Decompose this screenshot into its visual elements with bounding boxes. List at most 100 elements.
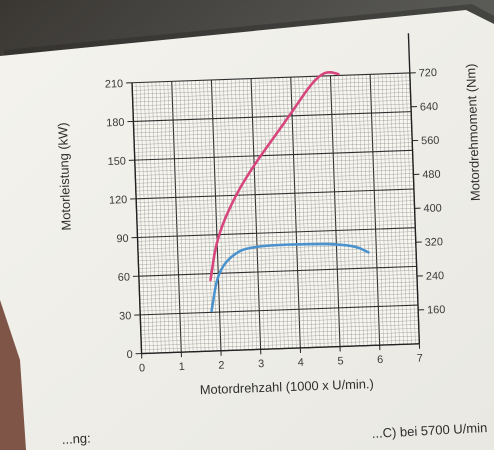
grid-line-minor: [138, 250, 417, 261]
grid-line-major: [136, 188, 414, 200]
grid-line-minor: [133, 123, 412, 134]
grid-line-minor: [141, 328, 419, 339]
grid-line-minor: [139, 285, 418, 296]
grid-line-minor: [133, 119, 412, 130]
grid-line-minor: [134, 138, 413, 149]
grid-line-minor: [132, 84, 411, 95]
footer-right-fragment: ...C) bei 5700 U/min: [371, 420, 487, 441]
right-tick-label: 640: [420, 101, 439, 114]
grid-line-minor: [134, 142, 413, 153]
x-axis-label: Motordrehzahl (1000 x U/min.): [200, 376, 375, 397]
left-tick-label: 180: [106, 117, 125, 130]
grid-line-minor: [139, 281, 418, 292]
left-tick-label: 30: [119, 310, 132, 322]
grid-line-minor: [140, 308, 419, 319]
grid-line-minor: [132, 99, 411, 111]
grid-line-minor: [132, 92, 411, 103]
x-axis-ticks: 0 1 2 3 4 5 6 7: [139, 343, 423, 375]
x-axis-line: [141, 343, 420, 355]
edge-wedge: [0, 300, 26, 450]
grid-line-minor: [133, 107, 412, 118]
left-axis-label: Motorleistung (kW): [55, 122, 74, 231]
grid-line-minor: [133, 115, 412, 126]
grid-line-minor: [138, 246, 416, 258]
grid-line-minor: [141, 339, 420, 350]
grid-line-minor: [141, 331, 419, 343]
grid-line-minor: [140, 316, 419, 327]
grid-line-minor: [140, 324, 419, 335]
x-tick-label: 6: [377, 354, 383, 366]
right-tick-label: 720: [419, 67, 438, 80]
grid-line-minor: [135, 173, 414, 184]
right-tick-label: 240: [426, 270, 445, 283]
grid-line-minor: [139, 277, 418, 288]
grid-line-minor: [135, 184, 414, 196]
grid-line-minor: [139, 289, 418, 300]
grid-line-minor: [137, 219, 415, 230]
grid-line-major: [138, 265, 417, 277]
grid-line-major: [133, 111, 412, 122]
grid-line-minor: [138, 262, 417, 273]
right-tick-label: 480: [422, 169, 441, 182]
right-tick-label: 560: [421, 135, 440, 148]
grid-line-minor: [138, 242, 416, 254]
grid-line-minor: [139, 297, 418, 308]
grid-line-minor: [136, 200, 415, 211]
grid-line-minor: [135, 161, 413, 172]
grid-line-minor: [137, 223, 416, 234]
grid-line-major: [132, 72, 410, 84]
grid-line-minor: [135, 169, 414, 180]
right-axis-label: Motordrehmoment (Nm): [463, 63, 483, 201]
power-series-line: [209, 71, 340, 282]
grid-line-minor: [135, 165, 414, 176]
grid-line-minor: [132, 95, 411, 107]
grid-line-minor: [134, 146, 413, 157]
chart-grid: [131, 33, 421, 355]
footer-left-fragment: ...ng:: [61, 431, 91, 447]
grid-line-minor: [139, 293, 418, 304]
right-tick-label: 320: [425, 236, 444, 249]
right-tick-label: 400: [423, 202, 442, 215]
grid-line-minor: [133, 126, 412, 138]
grid-line-minor: [133, 103, 411, 114]
x-tick-label: 4: [298, 357, 304, 369]
x-tick-label: 2: [218, 360, 224, 372]
chart-marks: [209, 71, 370, 313]
grid-line-minor: [136, 192, 415, 203]
grid-line-minor: [135, 157, 413, 169]
torque-series-line: [210, 242, 370, 313]
grid-line-major: [137, 227, 416, 239]
grid-line-minor: [137, 235, 416, 246]
grid-line-minor: [138, 254, 417, 265]
left-tick-label: 120: [109, 194, 128, 207]
grid-line-minor: [135, 181, 414, 192]
grid-line-major: [134, 149, 413, 161]
grid-line-minor: [132, 80, 411, 91]
grid-line-minor: [137, 231, 416, 242]
grid-line-minor: [135, 177, 414, 188]
grid-line-minor: [136, 204, 415, 215]
x-tick-label: 1: [179, 361, 185, 373]
grid-line-minor: [134, 154, 413, 165]
x-tick-label: 0: [139, 362, 145, 374]
grid-line-major: [140, 304, 419, 316]
grid-line-minor: [136, 196, 415, 207]
grid-line-minor: [136, 212, 415, 223]
left-tick-label: 210: [105, 78, 124, 91]
x-tick-label: 5: [337, 355, 343, 367]
grid-line-minor: [138, 270, 417, 281]
x-tick-label: 7: [417, 353, 423, 365]
grid-line-minor: [140, 301, 418, 312]
x-tick-label: 3: [258, 358, 264, 370]
grid-line-minor: [139, 273, 417, 285]
grid-line-minor: [140, 312, 419, 323]
left-tick-label: 150: [107, 155, 126, 168]
right-axis-ticks: 160 240 320 400 480 560 640 720: [409, 67, 446, 317]
left-axis-line: [131, 82, 143, 354]
left-tick-label: 90: [116, 233, 129, 245]
left-axis-ticks: 0 30 60 90 120 150 180 210: [105, 78, 142, 361]
right-axis-line: [407, 33, 421, 344]
grid-line-minor: [140, 320, 419, 331]
left-tick-label: 0: [126, 349, 132, 361]
